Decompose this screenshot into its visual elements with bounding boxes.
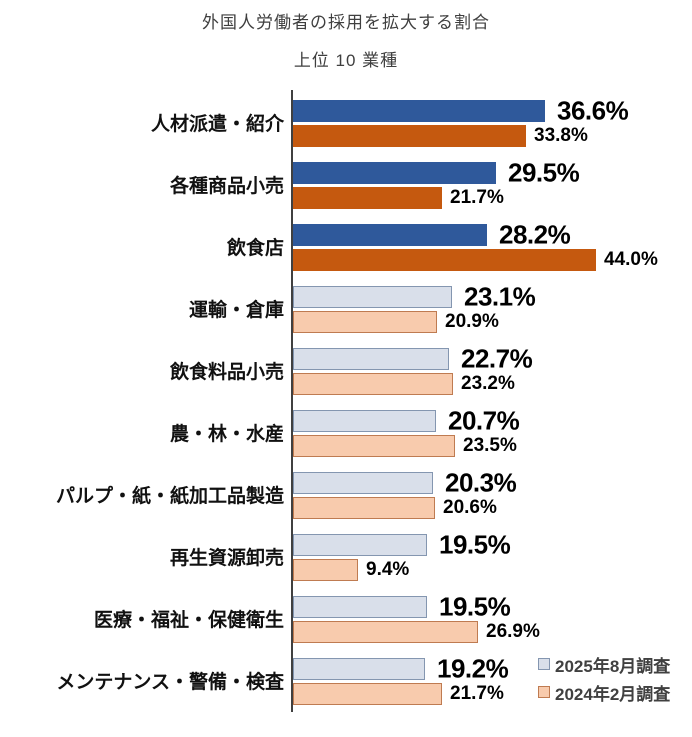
value-label-2024: 20.9%	[445, 311, 499, 332]
value-label-2025: 20.7%	[448, 405, 520, 436]
value-label-2024: 20.6%	[443, 497, 497, 518]
value-label-2025: 36.6%	[557, 95, 629, 126]
value-label-2025: 20.3%	[445, 467, 517, 498]
bar-2025	[293, 224, 487, 246]
chart-subtitle: 上位 10 業種	[293, 51, 399, 70]
value-label-2025: 19.2%	[437, 653, 509, 684]
legend-label-2025: 2025年8月調査	[555, 656, 671, 676]
category-label: 農・林・水産	[169, 423, 284, 445]
category-label: メンテナンス・警備・検査	[56, 671, 284, 693]
bar-2025	[293, 596, 427, 618]
category-label: パルプ・紙・紙加工品製造	[55, 485, 284, 507]
bar-2024	[293, 497, 435, 519]
legend: 2025年8月調査 2024年2月調査	[538, 653, 670, 709]
chart-row: メンテナンス・警備・検査 19.2% 21.7%	[56, 650, 692, 712]
legend-label-2024: 2024年2月調査	[555, 684, 671, 704]
category-label: 飲食料品小売	[169, 361, 284, 383]
bar-2025	[293, 472, 433, 494]
bar-2024	[293, 435, 455, 457]
chart-row: 各種商品小売 29.5% 21.7%	[170, 154, 692, 216]
value-label-2024: 21.7%	[450, 683, 504, 704]
bar-2024	[293, 187, 442, 209]
value-label-2025: 23.1%	[464, 281, 536, 312]
value-label-2025: 22.7%	[461, 343, 533, 374]
bar-2024	[293, 249, 596, 271]
value-label-2024: 23.5%	[463, 435, 517, 456]
category-label: 再生資源卸売	[169, 547, 284, 569]
bar-2025	[293, 286, 452, 308]
chart-row: 運輸・倉庫 23.1% 20.9%	[189, 278, 692, 340]
value-label-2024: 9.4%	[366, 559, 410, 580]
chart-row: 医療・福祉・保健衛生 19.5% 26.9%	[94, 588, 692, 650]
category-label: 各種商品小売	[169, 175, 284, 197]
value-label-2024: 23.2%	[461, 373, 515, 394]
legend-swatch-2025-icon	[538, 658, 550, 670]
category-label: 医療・福祉・保健衛生	[93, 609, 284, 631]
bar-2025	[293, 162, 496, 184]
bar-2025	[293, 348, 449, 370]
bar-2024	[293, 559, 358, 581]
legend-swatch-2024-icon	[538, 686, 550, 698]
bar-2025	[293, 534, 427, 556]
chart-row: 農・林・水産 20.7% 23.5%	[170, 402, 692, 464]
value-label-2024: 21.7%	[450, 187, 504, 208]
legend-item-2024: 2024年2月調査	[538, 681, 671, 704]
bar-2025	[293, 410, 436, 432]
chart-row: 再生資源卸売 19.5% 9.4%	[170, 526, 692, 588]
value-label-2025: 19.5%	[439, 529, 511, 560]
chart-row: パルプ・紙・紙加工品製造 20.3% 20.6%	[56, 464, 692, 526]
chart-rows: 人材派遣・紹介 36.6% 33.8% 各種商品小売 29.5% 21.7% 飲食店 28.2…	[56, 92, 692, 712]
bar-2025	[293, 100, 545, 122]
chart-row: 飲食店 28.2% 44.0%	[227, 216, 692, 278]
category-label: 人材派遣・紹介	[150, 113, 284, 135]
bar-2024	[293, 373, 453, 395]
y-axis-line	[291, 90, 293, 712]
chart-title: 外国人労働者の採用を拡大する割合	[202, 13, 490, 32]
value-label-2025: 28.2%	[499, 219, 571, 250]
bar-2024	[293, 683, 442, 705]
value-label-2025: 19.5%	[439, 591, 511, 622]
value-label-2024: 26.9%	[486, 621, 540, 642]
legend-item-2025: 2025年8月調査	[538, 653, 671, 676]
category-label: 運輸・倉庫	[188, 299, 284, 321]
category-label: 飲食店	[226, 237, 284, 259]
value-label-2024: 44.0%	[604, 249, 658, 270]
bar-2025	[293, 658, 425, 680]
bar-2024	[293, 311, 437, 333]
chart-row: 人材派遣・紹介 36.6% 33.8%	[151, 92, 692, 154]
value-label-2024: 33.8%	[534, 125, 588, 146]
chart-row: 飲食料品小売 22.7% 23.2%	[170, 340, 692, 402]
bar-2024	[293, 125, 526, 147]
bar-2024	[293, 621, 478, 643]
value-label-2025: 29.5%	[508, 157, 580, 188]
